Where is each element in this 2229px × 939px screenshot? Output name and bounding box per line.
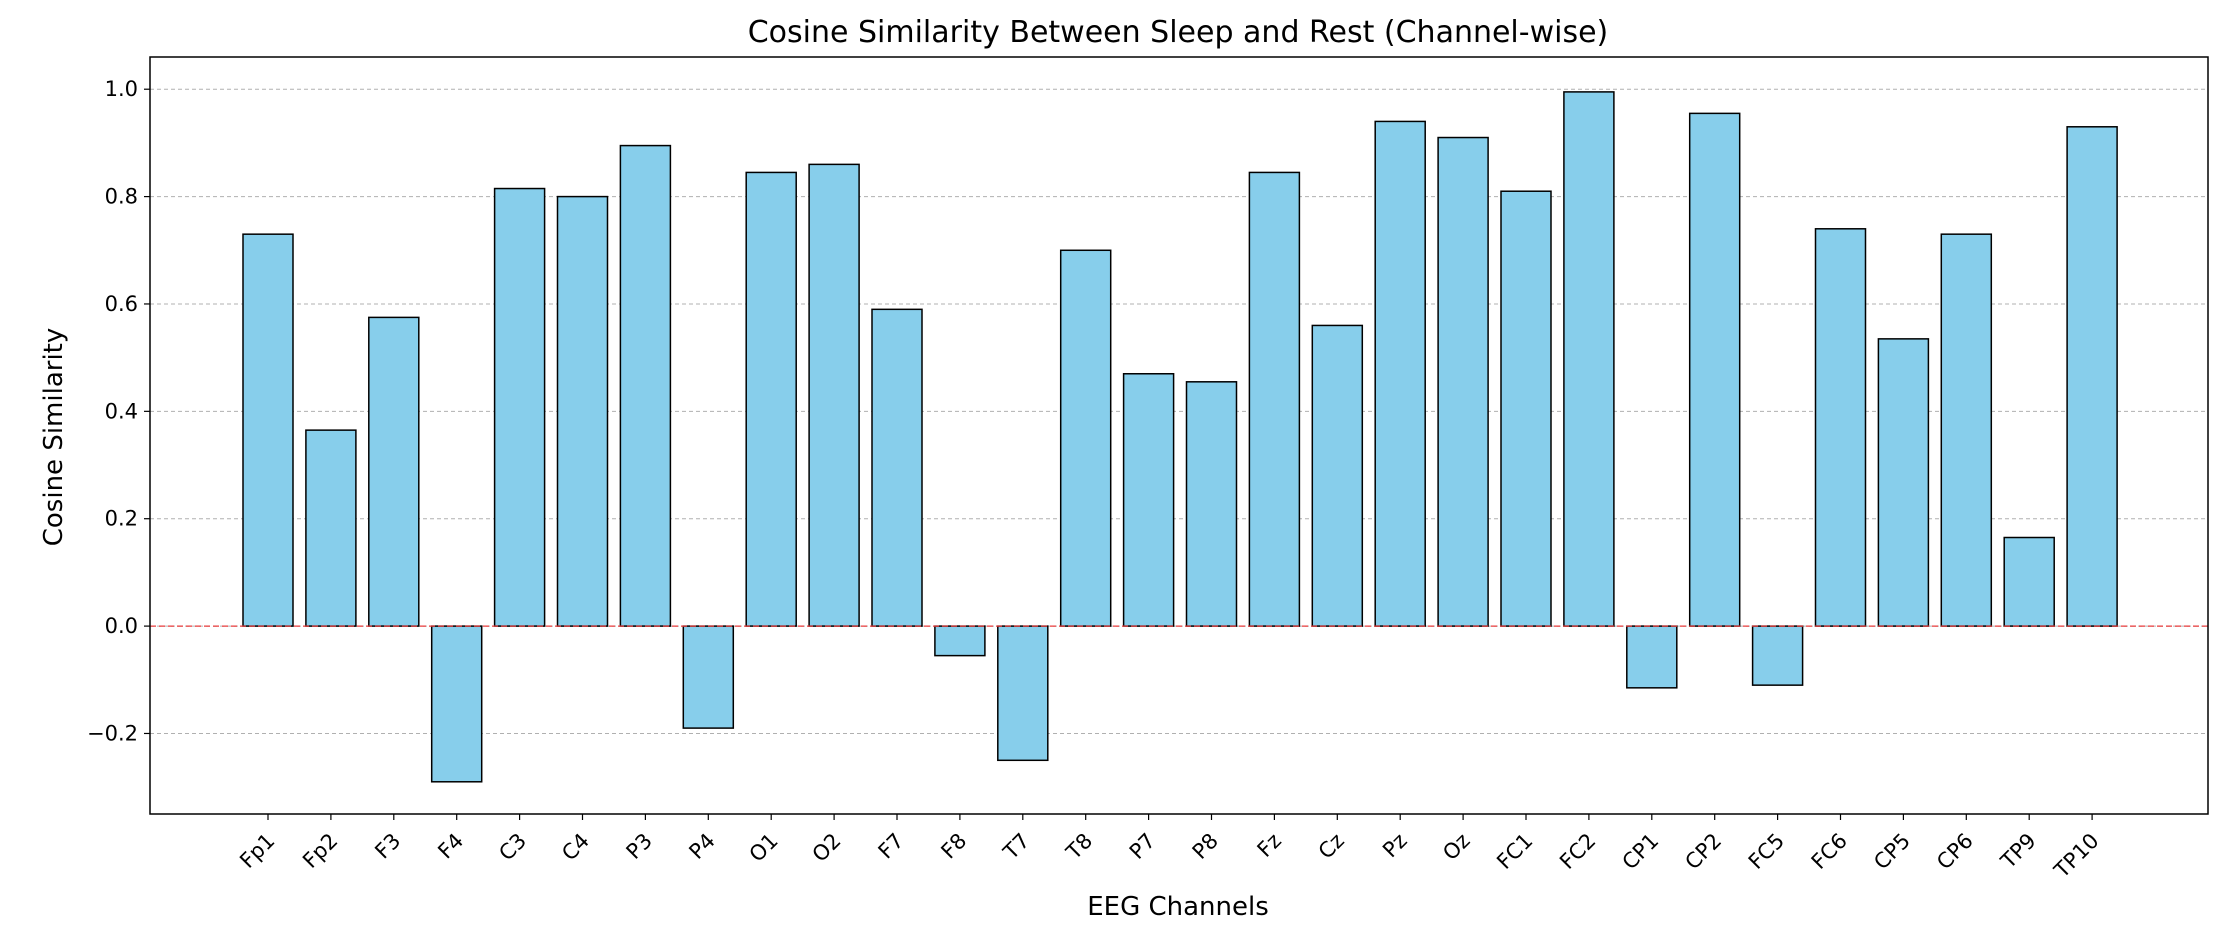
x-tick-label: O2 <box>808 829 846 867</box>
y-tick-label: 0.8 <box>105 185 138 209</box>
bar-fp2 <box>305 429 357 627</box>
bar-o2 <box>808 163 860 627</box>
x-tick-label: CP6 <box>1932 829 1978 875</box>
x-tick-label: CP2 <box>1680 829 1726 875</box>
x-tick-label: Fp1 <box>235 829 279 873</box>
bar-cz <box>1311 324 1364 627</box>
y-tick-label: 0.4 <box>105 399 138 423</box>
y-tick-label: −0.2 <box>87 721 138 745</box>
bar-c3 <box>493 187 546 627</box>
bar-p7 <box>1122 373 1175 627</box>
x-tick-label: F3 <box>370 829 405 864</box>
x-tick-label: Cz <box>1314 829 1349 864</box>
x-tick-label: C3 <box>494 829 531 866</box>
x-tick-label: FC2 <box>1555 829 1600 874</box>
x-tick-label: FC5 <box>1744 829 1789 874</box>
y-axis-ticks: −0.2 0.0 0.2 0.4 0.6 0.8 1.0 <box>87 77 150 745</box>
bar-cp2 <box>1688 112 1741 627</box>
bar-tp10 <box>2066 126 2118 627</box>
bar-fc6 <box>1814 228 1867 627</box>
bar-t8 <box>1059 249 1112 627</box>
x-tick-label: FC1 <box>1492 829 1537 874</box>
x-tick-label: T7 <box>998 829 1034 865</box>
x-tick-label: O1 <box>745 829 783 867</box>
x-tick-label: Fp2 <box>298 829 342 873</box>
bar-fc2 <box>1563 91 1615 627</box>
bar-t7 <box>997 625 1049 762</box>
bars <box>242 91 2118 783</box>
bar-f7 <box>871 308 923 627</box>
y-tick-label: 0.0 <box>105 614 138 638</box>
x-tick-label: P4 <box>684 829 719 864</box>
y-tick-label: 0.2 <box>105 507 138 531</box>
bar-cp6 <box>1940 233 1993 627</box>
y-tick-label: 0.6 <box>105 292 138 316</box>
bar-fz <box>1248 171 1301 627</box>
x-tick-label: P7 <box>1125 829 1160 864</box>
x-tick-label: F4 <box>433 829 468 864</box>
x-tick-label: FC6 <box>1807 829 1852 874</box>
bar-pz <box>1374 120 1426 627</box>
x-tick-label: F7 <box>874 829 909 864</box>
plot-frame <box>149 56 2209 815</box>
x-tick-label: CP1 <box>1618 829 1664 875</box>
bar-fc1 <box>1500 190 1552 627</box>
bar-tp9 <box>2003 536 2055 627</box>
x-tick-label: F8 <box>936 829 971 864</box>
bar-f8 <box>934 625 986 657</box>
x-axis-label: EEG Channels <box>1087 892 1269 922</box>
y-axis-label: Cosine Similarity <box>39 328 69 547</box>
chart-title: Cosine Similarity Between Sleep and Rest… <box>748 15 1609 50</box>
bar-p8 <box>1185 381 1238 627</box>
bar-cp5 <box>1877 338 1930 627</box>
x-tick-label: T8 <box>1061 829 1097 865</box>
bar-fc5 <box>1751 625 1804 686</box>
x-tick-label: Fz <box>1253 829 1286 862</box>
bar-oz <box>1437 136 1489 627</box>
bar-p4 <box>682 625 735 729</box>
x-tick-label: TP10 <box>2049 829 2104 884</box>
bar-f3 <box>368 316 420 627</box>
x-tick-label: TP9 <box>1996 829 2041 874</box>
y-tick-label: 1.0 <box>105 77 138 101</box>
bar-c4 <box>556 195 609 627</box>
x-axis-ticks: Fp1 Fp2 F3 F4 C3 C4 P3 P4 O1 O2 F7 F8 T7 T8 P7 P8 Fz Cz Pz… <box>235 814 2104 884</box>
x-tick-label: CP5 <box>1869 829 1915 875</box>
x-tick-label: C4 <box>557 829 594 866</box>
bar-cp1 <box>1626 625 1678 689</box>
x-tick-label: P8 <box>1188 829 1223 864</box>
bar-f4 <box>430 625 483 783</box>
x-tick-label: P3 <box>622 829 657 864</box>
x-tick-label: Oz <box>1438 829 1474 865</box>
x-tick-label: Pz <box>1378 829 1412 863</box>
bar-p3 <box>619 144 672 627</box>
bar-o1 <box>745 171 797 627</box>
bar-fp1 <box>242 233 294 627</box>
